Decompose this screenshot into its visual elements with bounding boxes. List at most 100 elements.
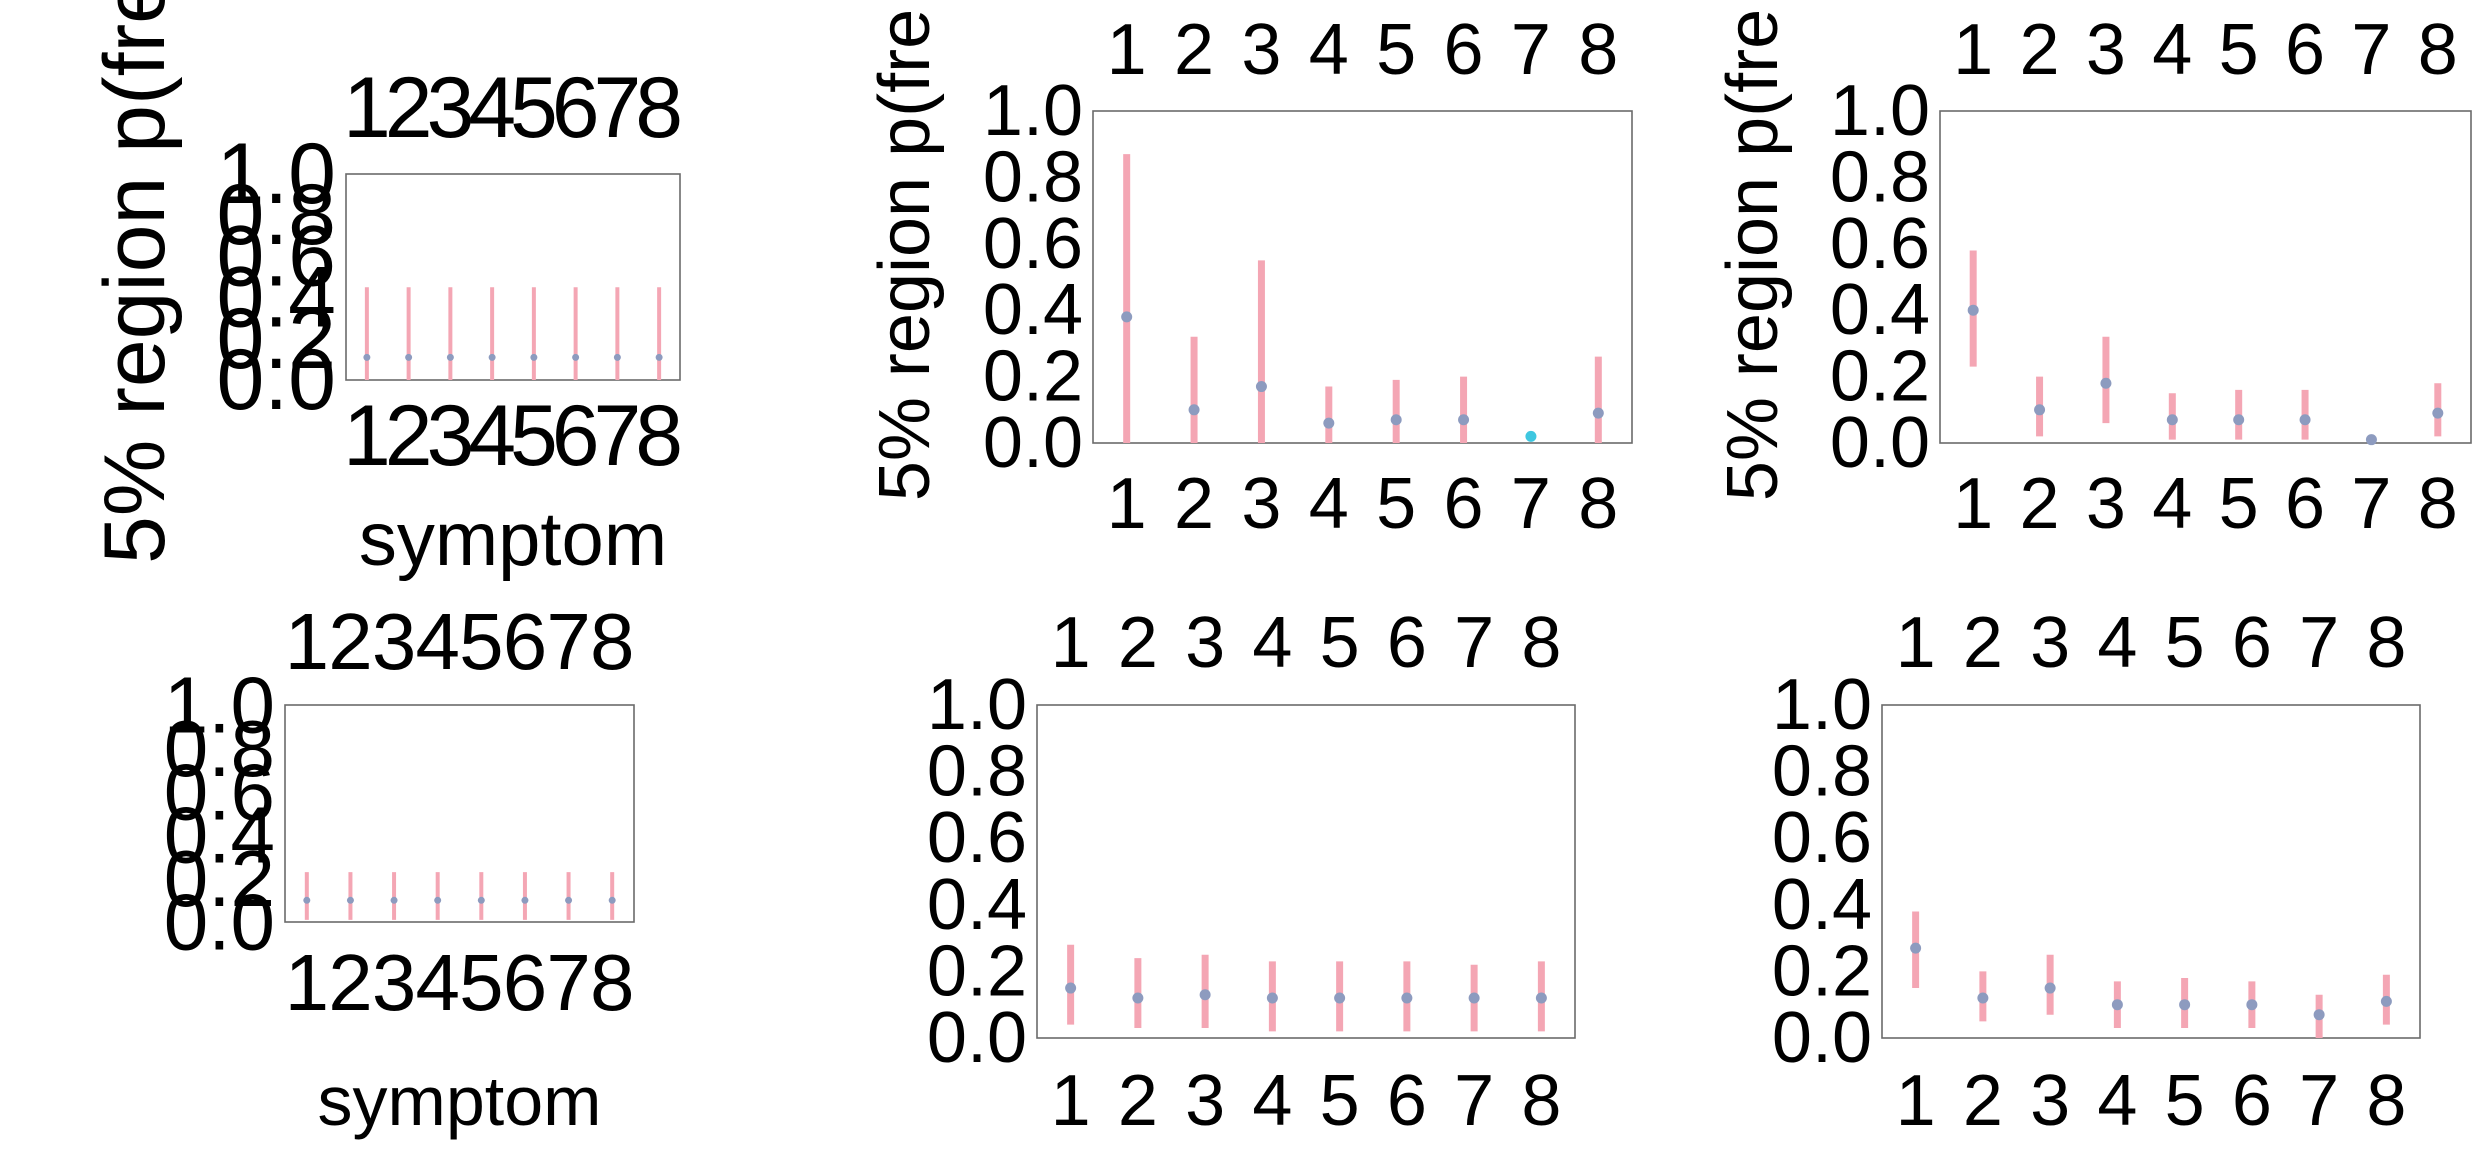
x-tick-label-bottom: 3 — [2030, 1061, 2070, 1141]
data-point — [1967, 304, 1979, 316]
x-tick-label-bottom: 1 — [1051, 1061, 1091, 1141]
x-tick-label-bottom: 8 — [1578, 464, 1618, 544]
x-tick-label-bottom: 4 — [2152, 464, 2192, 544]
data-point — [477, 896, 485, 904]
data-point — [2166, 414, 2178, 426]
x-tick-label-top: 7 — [1511, 10, 1551, 90]
x-tick-label-top: 5 — [2165, 603, 2205, 683]
x-tick-label-top: 7 — [1454, 603, 1494, 683]
x-tick-label-top: 2 — [2020, 10, 2060, 90]
x-tick-label-bottom: 7 — [2351, 464, 2391, 544]
y-tick-label: 0.6 — [1772, 798, 1872, 878]
x-tick-label-top: 8 — [1578, 10, 1618, 90]
x-tick-label-top: 6 — [2285, 10, 2325, 90]
y-tick-label: 0.0 — [1772, 998, 1872, 1078]
x-tick-label-bottom: 4 — [415, 938, 460, 1027]
data-point — [2246, 999, 2258, 1011]
x-tick-label-top: 7 — [2351, 10, 2391, 90]
data-point — [2044, 982, 2056, 994]
y-tick-label: 0.8 — [216, 167, 336, 263]
x-tick-label-bottom: 6 — [552, 388, 600, 484]
x-tick-label-bottom: 5 — [2219, 464, 2259, 544]
data-point — [390, 896, 398, 904]
x-tick-label-top: 8 — [2418, 10, 2458, 90]
x-tick-label-top: 5 — [1320, 603, 1360, 683]
x-tick-label-top: 4 — [2152, 10, 2192, 90]
x-tick-label-bottom: 7 — [1454, 1061, 1494, 1141]
data-point — [1390, 414, 1402, 426]
data-point — [1592, 407, 1604, 419]
x-axis-label: symptom — [318, 1062, 602, 1140]
x-tick-label-top: 1 — [343, 60, 391, 156]
y-tick-label: 0.0 — [216, 332, 336, 428]
y-axis-label: 5% region p(fre — [1713, 9, 1793, 501]
data-point — [572, 353, 580, 361]
plot-frame — [1036, 704, 1576, 1039]
data-point — [1266, 992, 1278, 1004]
data-point — [608, 896, 616, 904]
data-point — [1535, 992, 1547, 1004]
data-point — [2380, 995, 2392, 1007]
data-point — [488, 353, 496, 361]
x-tick-label-top: 3 — [426, 60, 474, 156]
x-tick-label-bottom: 1 — [343, 388, 391, 484]
x-tick-label-bottom: 8 — [2366, 1061, 2406, 1141]
y-tick-label: 0.2 — [1830, 337, 1930, 417]
y-tick-label: 0.4 — [1772, 865, 1872, 945]
x-tick-label-bottom: 7 — [593, 388, 641, 484]
data-point — [2365, 434, 2377, 446]
data-point — [2313, 1009, 2325, 1021]
x-tick-label-top: 8 — [590, 597, 635, 686]
x-tick-label-bottom: 6 — [1387, 1061, 1427, 1141]
x-tick-label-bottom: 2 — [2020, 464, 2060, 544]
x-tick-label-top: 2 — [1963, 603, 2003, 683]
x-tick-label-top: 2 — [1118, 603, 1158, 683]
y-tick-label: 0.6 — [927, 798, 1027, 878]
data-point — [2034, 404, 2046, 416]
data-point — [405, 353, 413, 361]
data-point — [613, 353, 621, 361]
x-tick-label-top: 1 — [1051, 603, 1091, 683]
y-tick-label: 0.6 — [216, 208, 336, 304]
x-tick-label-top: 3 — [2086, 10, 2126, 90]
y-tick-label: 0.6 — [164, 747, 275, 836]
x-tick-label-bottom: 4 — [1252, 1061, 1292, 1141]
x-tick-label-bottom: 3 — [372, 938, 417, 1027]
y-tick-label: 0.8 — [164, 704, 275, 793]
plot-frame — [345, 173, 681, 381]
data-point — [446, 353, 454, 361]
x-tick-label-bottom: 3 — [426, 388, 474, 484]
data-point — [1468, 992, 1480, 1004]
data-point — [655, 353, 663, 361]
y-tick-label: 0.4 — [216, 250, 336, 346]
x-tick-label-bottom: 4 — [468, 388, 516, 484]
y-tick-label: 1.0 — [1772, 665, 1872, 745]
y-tick-label: 0.2 — [983, 337, 1083, 417]
data-point — [1525, 430, 1537, 442]
data-point — [303, 896, 311, 904]
x-tick-label-bottom: 8 — [590, 938, 635, 1027]
x-tick-label-bottom: 2 — [1963, 1061, 2003, 1141]
y-tick-label: 0.6 — [1830, 204, 1930, 284]
x-tick-label-top: 8 — [2366, 603, 2406, 683]
y-tick-label: 1.0 — [164, 661, 275, 750]
y-tick-label: 0.8 — [1772, 732, 1872, 812]
y-tick-label: 0.2 — [216, 291, 336, 387]
x-tick-label-bottom: 5 — [1320, 1061, 1360, 1141]
data-point — [1323, 417, 1335, 429]
x-tick-label-bottom: 8 — [1521, 1061, 1561, 1141]
x-tick-label-top: 1 — [1953, 10, 1993, 90]
plot-frame — [1092, 110, 1633, 444]
data-point — [1132, 992, 1144, 1004]
x-tick-label-top: 4 — [415, 597, 460, 686]
x-tick-label-bottom: 1 — [1896, 1061, 1936, 1141]
x-tick-label-bottom: 8 — [2418, 464, 2458, 544]
y-tick-label: 1.0 — [216, 126, 336, 222]
plot-frame — [1881, 704, 2421, 1039]
x-tick-label-bottom: 2 — [1118, 1061, 1158, 1141]
x-tick-label-bottom: 4 — [2097, 1061, 2137, 1141]
